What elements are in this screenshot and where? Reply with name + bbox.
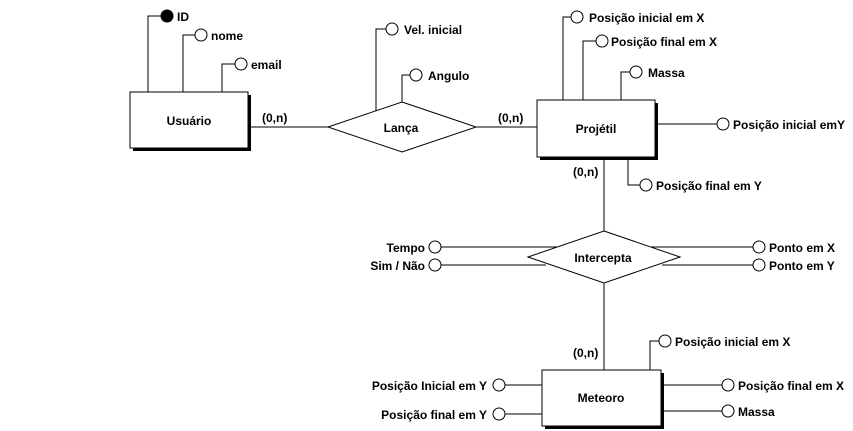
attribute-label: Posição inicial emY <box>733 118 845 132</box>
entity-usuario: Usuário <box>129 91 251 151</box>
attribute-lanca-vel-inicial: Vel. inicial <box>385 22 462 37</box>
attribute-icon <box>385 22 399 36</box>
attribute-intercepta-ponto-y: Ponto em Y <box>752 258 835 273</box>
attribute-icon <box>639 178 653 192</box>
line-lanca-vel <box>375 28 386 111</box>
line-projetil-pfx <box>582 40 596 100</box>
connector-lines <box>147 15 753 415</box>
attribute-label: nome <box>211 29 243 43</box>
attribute-icon <box>492 407 506 421</box>
attribute-label: Tempo <box>387 241 425 255</box>
line-usuario-nome <box>182 34 195 92</box>
cardinality-intercepta-meteoro: (0,n) <box>573 346 598 360</box>
entity-projetil: Projétil <box>536 99 658 160</box>
attribute-icon <box>721 378 735 392</box>
attribute-icon <box>595 34 609 48</box>
attribute-label: Posição final em X <box>611 35 717 49</box>
attribute-intercepta-tempo: Tempo <box>387 240 442 255</box>
attribute-icon <box>629 65 643 79</box>
attribute-label: Posição inicial em X <box>589 11 704 25</box>
key-attribute-icon <box>160 9 174 23</box>
attribute-label: Sim / Não <box>370 259 425 273</box>
attribute-icon <box>752 258 766 272</box>
attribute-icon <box>716 117 730 131</box>
cardinality-projetil-intercepta: (0,n) <box>573 165 598 179</box>
line-meteoro-pix <box>649 340 659 370</box>
attribute-meteoro-massa: Massa <box>721 404 775 419</box>
line-usuario-id <box>147 15 161 92</box>
attribute-label: ID <box>177 10 189 24</box>
line-projetil-pfy <box>627 157 640 186</box>
line-lanca-angulo <box>401 74 410 105</box>
attribute-label: email <box>251 58 282 72</box>
entity-usuario-label: Usuário <box>167 114 212 128</box>
attribute-icon <box>409 68 423 82</box>
attribute-usuario-id: ID <box>160 9 189 24</box>
cardinality-usuario-lanca: (0,n) <box>262 111 287 125</box>
attribute-label: Ponto em Y <box>769 259 835 273</box>
attribute-icon <box>194 28 208 42</box>
line-projetil-pix <box>562 16 571 100</box>
attribute-projetil-pos-final-x: Posição final em X <box>595 34 717 49</box>
entity-meteoro-label: Meteoro <box>578 391 625 405</box>
attribute-icon <box>428 240 442 254</box>
attribute-intercepta-ponto-x: Ponto em X <box>752 240 835 255</box>
attribute-meteoro-pos-inicial-x: Posição inicial em X <box>658 334 790 349</box>
attribute-label: Angulo <box>428 69 469 83</box>
attribute-usuario-email: email <box>234 57 282 72</box>
cardinality-lanca-projetil: (0,n) <box>498 111 523 125</box>
entity-projetil-label: Projétil <box>576 122 617 136</box>
attribute-icon <box>658 334 672 348</box>
attribute-meteoro-pos-final-x: Posição final em X <box>721 378 844 393</box>
entity-meteoro: Meteoro <box>541 369 664 429</box>
attribute-label: Massa <box>738 405 775 419</box>
relationship-intercepta-label: Intercepta <box>574 251 632 265</box>
attribute-usuario-nome: nome <box>194 28 243 43</box>
attribute-meteoro-pos-final-y: Posição final em Y <box>381 407 506 422</box>
attribute-icon <box>428 258 442 272</box>
relationship-intercepta: Intercepta <box>526 230 682 284</box>
attribute-icon <box>570 10 584 24</box>
line-usuario-email <box>221 63 235 92</box>
relationship-lanca-label: Lança <box>384 121 419 135</box>
attribute-icon <box>492 378 506 392</box>
attribute-projetil-pos-final-y: Posição final em Y <box>639 178 762 193</box>
attribute-icon <box>234 57 248 71</box>
attribute-projetil-massa: Massa <box>629 65 685 80</box>
attribute-label: Posição Inicial em Y <box>372 379 487 393</box>
attribute-label: Posição final em Y <box>656 179 762 193</box>
relationship-lanca: Lança <box>326 101 478 153</box>
line-projetil-massa <box>620 71 630 100</box>
attribute-intercepta-sim-nao: Sim / Não <box>370 258 442 273</box>
attribute-projetil-pos-inicial-x: Posição inicial em X <box>570 10 704 25</box>
attribute-meteoro-pos-inicial-y: Posição Inicial em Y <box>372 378 506 393</box>
attribute-projetil-pos-inicial-y: Posição inicial emY <box>716 117 845 132</box>
attribute-label: Posição inicial em X <box>675 335 790 349</box>
attribute-label: Vel. inicial <box>404 23 462 37</box>
attribute-label: Ponto em X <box>769 241 835 255</box>
attribute-icon <box>721 404 735 418</box>
attribute-label: Massa <box>648 66 685 80</box>
attribute-label: Posição final em Y <box>381 408 487 422</box>
attribute-icon <box>752 240 766 254</box>
attribute-label: Posição final em X <box>738 379 844 393</box>
attribute-lanca-angulo: Angulo <box>409 68 469 83</box>
